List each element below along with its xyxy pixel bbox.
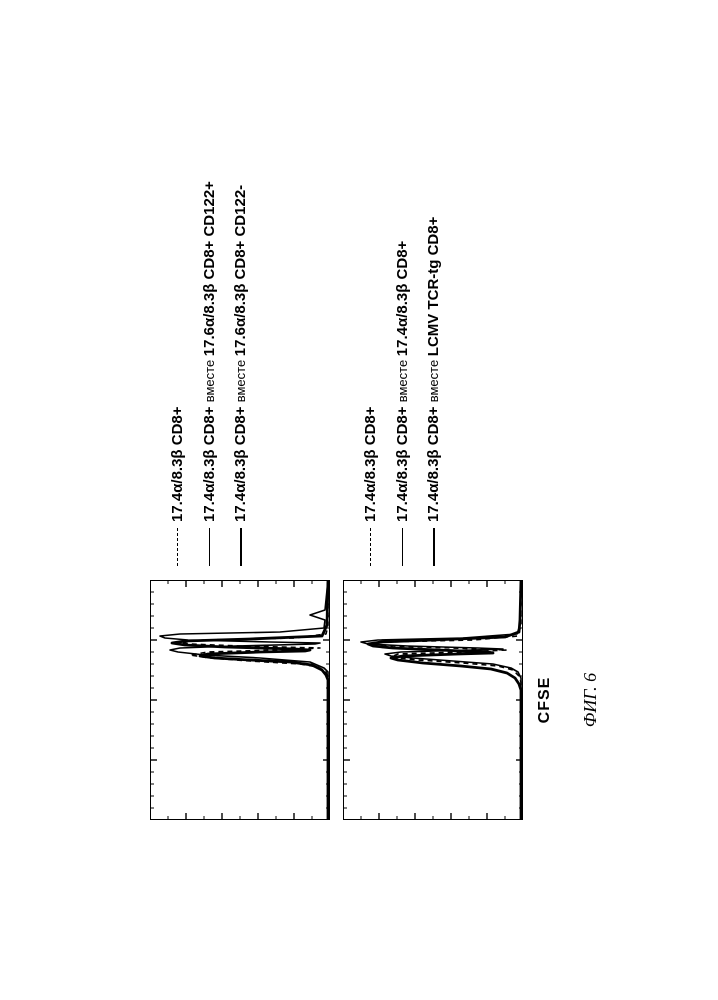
figure-caption: ФИГ. 6 [580,580,601,820]
figure-wrap: 17.4α/8.3β CD8+17.4α/8.3β CD8+ вместе 17… [150,60,601,820]
plot-1 [150,580,335,820]
legend-line-sample [402,528,403,566]
panel-2: 17.4α/8.3β CD8+17.4α/8.3β CD8+ вместе 17… [343,60,528,820]
legend-text: 17.4α/8.3β CD8+ [162,406,194,522]
plot-2 [343,580,528,820]
legend-row: 17.4α/8.3β CD8+ [355,217,387,566]
legend-2: 17.4α/8.3β CD8+17.4α/8.3β CD8+ вместе 17… [343,217,450,580]
legend-line-sample [240,528,242,566]
legend-row: 17.4α/8.3β CD8+ вместе 17.4α/8.3β CD8+ [387,217,419,566]
legend-text: 17.4α/8.3β CD8+ [355,406,387,522]
legend-text: 17.4α/8.3β CD8+ вместе 17.6α/8.3β CD8+ C… [225,185,257,522]
legend-row: 17.4α/8.3β CD8+ вместе LCMV TCR-tg CD8+ [418,217,450,566]
legend-line-sample [433,528,435,566]
legend-line-sample [177,528,178,566]
legend-row: 17.4α/8.3β CD8+ вместе 17.6α/8.3β CD8+ C… [225,181,257,566]
legend-line-sample [209,528,210,566]
panel-1: 17.4α/8.3β CD8+17.4α/8.3β CD8+ вместе 17… [150,60,335,820]
legend-text: 17.4α/8.3β CD8+ вместе LCMV TCR-tg CD8+ [418,217,450,522]
legend-row: 17.4α/8.3β CD8+ [162,181,194,566]
x-axis-label: CFSE [536,580,554,820]
legend-text: 17.4α/8.3β CD8+ вместе 17.4α/8.3β CD8+ [387,241,419,522]
rotated-layout: 17.4α/8.3β CD8+17.4α/8.3β CD8+ вместе 17… [0,0,718,1000]
legend-1: 17.4α/8.3β CD8+17.4α/8.3β CD8+ вместе 17… [150,181,257,580]
legend-line-sample [370,528,371,566]
legend-text: 17.4α/8.3β CD8+ вместе 17.6α/8.3β CD8+ C… [194,181,226,522]
legend-row: 17.4α/8.3β CD8+ вместе 17.6α/8.3β CD8+ C… [194,181,226,566]
